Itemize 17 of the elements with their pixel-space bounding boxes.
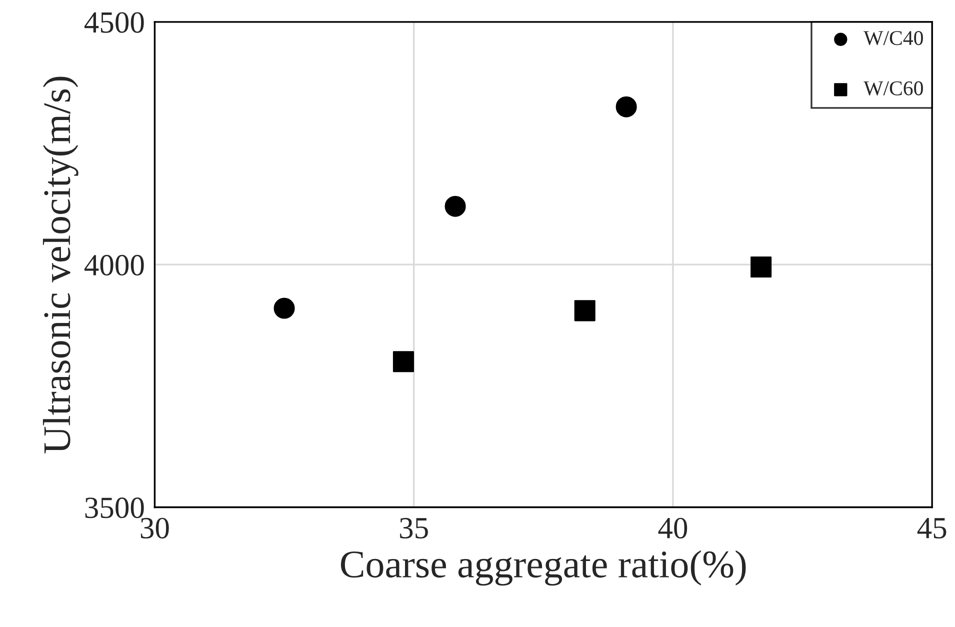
x-tick-label: 40: [658, 518, 688, 538]
point: [750, 256, 772, 278]
point: [392, 351, 414, 372]
y-axis-title: Ultrasonic velocity(m/s): [42, 76, 78, 454]
point: [616, 96, 637, 118]
y-tick-label: 3500: [85, 498, 144, 518]
point: [574, 300, 596, 322]
point: [274, 298, 295, 319]
point: [444, 196, 466, 217]
y-tick-label: 4000: [84, 254, 144, 276]
legend-label: W/C60: [864, 81, 923, 96]
x-tick-label: 45: [917, 518, 946, 538]
x-tick-label: 35: [400, 518, 428, 538]
x-axis-title: Coarse aggregate ratio(%): [340, 550, 746, 586]
y-tick-label: 4500: [84, 12, 144, 33]
x-tick-label: 30: [140, 518, 169, 538]
legend-label: W/C40: [864, 31, 923, 46]
